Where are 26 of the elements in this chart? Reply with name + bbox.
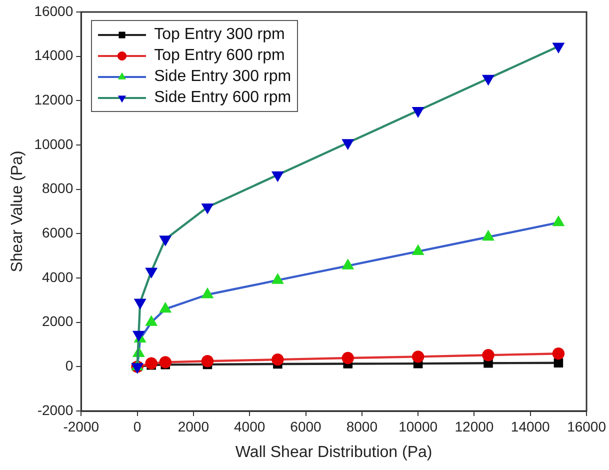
y-tick-label: 14000	[34, 47, 74, 64]
legend-label: Top Entry 300 rpm	[154, 26, 285, 44]
legend-label: Side Entry 300 rpm	[154, 68, 292, 86]
x-tick-label: 0	[133, 418, 142, 434]
legend-label: Top Entry 600 rpm	[154, 46, 285, 64]
x-tick-label: 10000	[398, 418, 438, 434]
y-tick-label: 2000	[42, 313, 74, 330]
y-tick-label: 4000	[42, 268, 74, 285]
y-tick-label: -2000	[37, 402, 74, 418]
x-tick-label: 8000	[346, 418, 378, 434]
legend-label: Side Entry 600 rpm	[154, 88, 292, 106]
y-tick-label: 0	[65, 358, 74, 374]
x-tick-label: -2000	[63, 418, 100, 434]
x-tick-label: 16000	[567, 418, 606, 434]
x-tick-label: 2000	[178, 418, 210, 434]
y-tick-label: 8000	[42, 180, 74, 196]
x-tick-label: 6000	[290, 418, 322, 434]
x-axis-title: Wall Shear Distribution (Pa)	[235, 444, 432, 461]
x-tick-label: 12000	[454, 418, 494, 434]
y-tick-label: 6000	[42, 224, 74, 241]
y-tick-label: 16000	[34, 2, 74, 19]
y-axis-title: Shear Value (Pa)	[9, 150, 26, 272]
y-tick-label: 12000	[34, 92, 74, 108]
y-tick-label: 10000	[34, 136, 74, 152]
x-tick-label: 14000	[510, 418, 550, 434]
x-tick-label: 4000	[234, 418, 266, 434]
